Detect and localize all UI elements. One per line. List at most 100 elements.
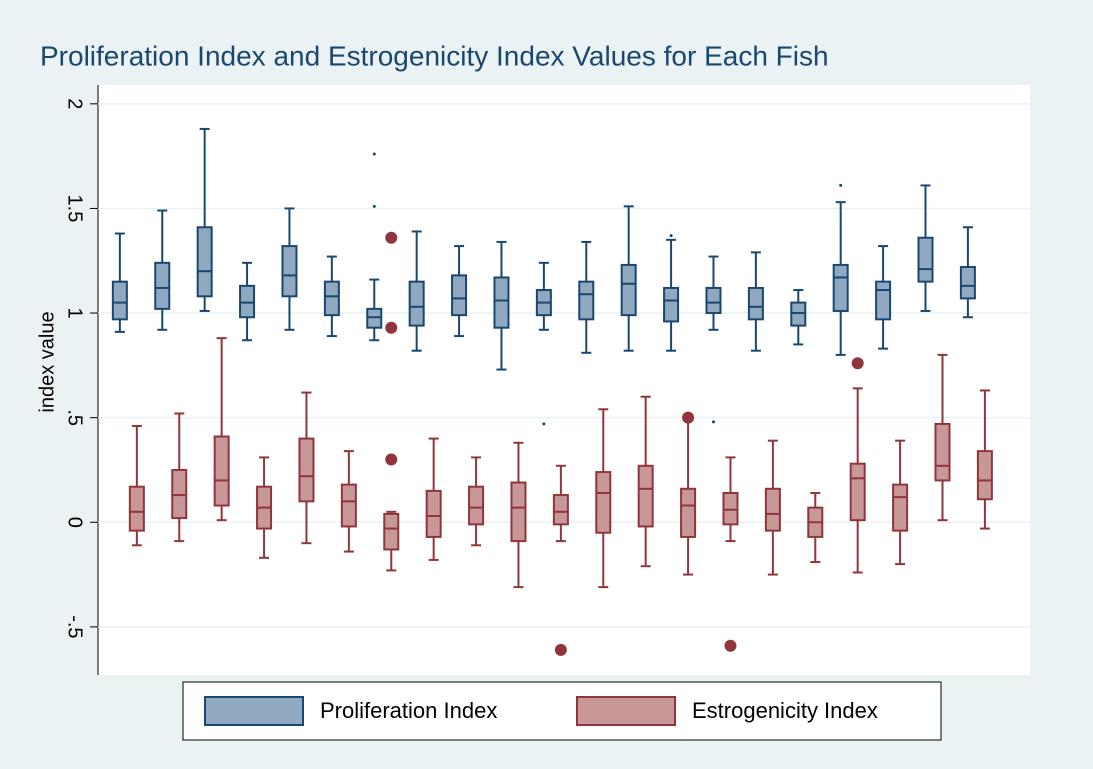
box-group	[239, 261, 256, 342]
box	[213, 435, 230, 507]
outlier	[372, 204, 376, 208]
box-group	[340, 450, 357, 553]
box-group	[663, 234, 680, 352]
box-group	[722, 456, 739, 652]
outlier	[385, 321, 398, 334]
box-group	[807, 491, 824, 564]
box	[705, 286, 722, 315]
box	[976, 450, 993, 501]
box-group	[552, 464, 569, 656]
outlier	[372, 152, 376, 156]
box-group	[493, 240, 510, 371]
box-group	[323, 255, 340, 338]
box-group	[196, 127, 213, 312]
box	[281, 245, 298, 298]
box	[680, 487, 697, 538]
plot-area	[98, 85, 1030, 675]
box	[408, 280, 425, 327]
outlier	[711, 420, 715, 424]
box	[764, 487, 781, 532]
box-group	[154, 209, 171, 331]
outlier	[724, 639, 737, 652]
box	[323, 280, 340, 317]
box-group	[620, 205, 637, 352]
outlier	[839, 183, 843, 187]
box	[425, 489, 442, 538]
box	[366, 307, 383, 329]
box-group	[425, 437, 442, 561]
y-tick-label: 1.5	[64, 195, 86, 223]
legend-label: Estrogenicity Index	[692, 698, 878, 723]
outlier	[542, 422, 546, 426]
box	[663, 286, 680, 323]
box	[383, 512, 400, 551]
box	[298, 437, 315, 503]
box-group	[849, 357, 866, 574]
box	[171, 468, 188, 520]
box-group	[383, 231, 400, 572]
box-group	[976, 389, 993, 530]
legend-label: Proliferation Index	[320, 698, 497, 723]
y-axis-title: index value	[36, 311, 58, 412]
box	[451, 274, 468, 317]
box	[154, 261, 171, 310]
box-group	[535, 261, 552, 426]
box-group	[256, 456, 273, 559]
box-group	[875, 245, 892, 350]
chart-title: Proliferation Index and Estrogenicity In…	[40, 40, 829, 71]
legend-swatch	[576, 696, 676, 726]
box	[578, 280, 595, 321]
box-group	[111, 232, 128, 333]
box-group	[298, 391, 315, 545]
box	[239, 284, 256, 319]
box-group	[832, 183, 849, 356]
box-group	[213, 337, 230, 522]
box	[620, 263, 637, 317]
box-group	[128, 425, 145, 547]
box-group	[959, 226, 976, 319]
box-group	[764, 439, 781, 576]
box	[196, 226, 213, 298]
outlier	[682, 411, 695, 424]
box-group	[705, 255, 722, 424]
box	[747, 286, 764, 321]
box	[128, 485, 145, 532]
box	[493, 276, 510, 329]
box	[637, 464, 654, 528]
outlier	[669, 234, 673, 238]
outlier	[385, 453, 398, 466]
box	[959, 266, 976, 300]
box-group	[680, 411, 697, 576]
box-group	[790, 289, 807, 346]
box-group	[468, 456, 485, 547]
legend-swatch	[204, 696, 304, 726]
box	[595, 471, 612, 534]
outlier	[385, 231, 398, 244]
box	[917, 236, 934, 283]
box	[849, 462, 866, 522]
box	[468, 485, 485, 526]
box-group	[451, 245, 468, 338]
box	[111, 280, 128, 321]
y-tick-label: -.5	[64, 615, 86, 638]
box-group	[917, 184, 934, 312]
y-tick-label: 0	[64, 517, 86, 528]
box-group	[595, 408, 612, 589]
box-group	[408, 230, 425, 352]
box-group	[578, 240, 595, 354]
box-group	[747, 251, 764, 352]
box-group	[934, 353, 951, 522]
legend-frame	[182, 681, 942, 741]
box	[340, 483, 357, 528]
box	[552, 494, 569, 526]
outlier	[851, 357, 864, 370]
y-tick-label: 2	[64, 98, 86, 109]
y-tick-label: .5	[64, 409, 86, 426]
box-group	[892, 439, 909, 566]
box	[832, 263, 849, 312]
box-group	[637, 395, 654, 568]
box-group	[366, 152, 383, 342]
box	[934, 422, 951, 482]
